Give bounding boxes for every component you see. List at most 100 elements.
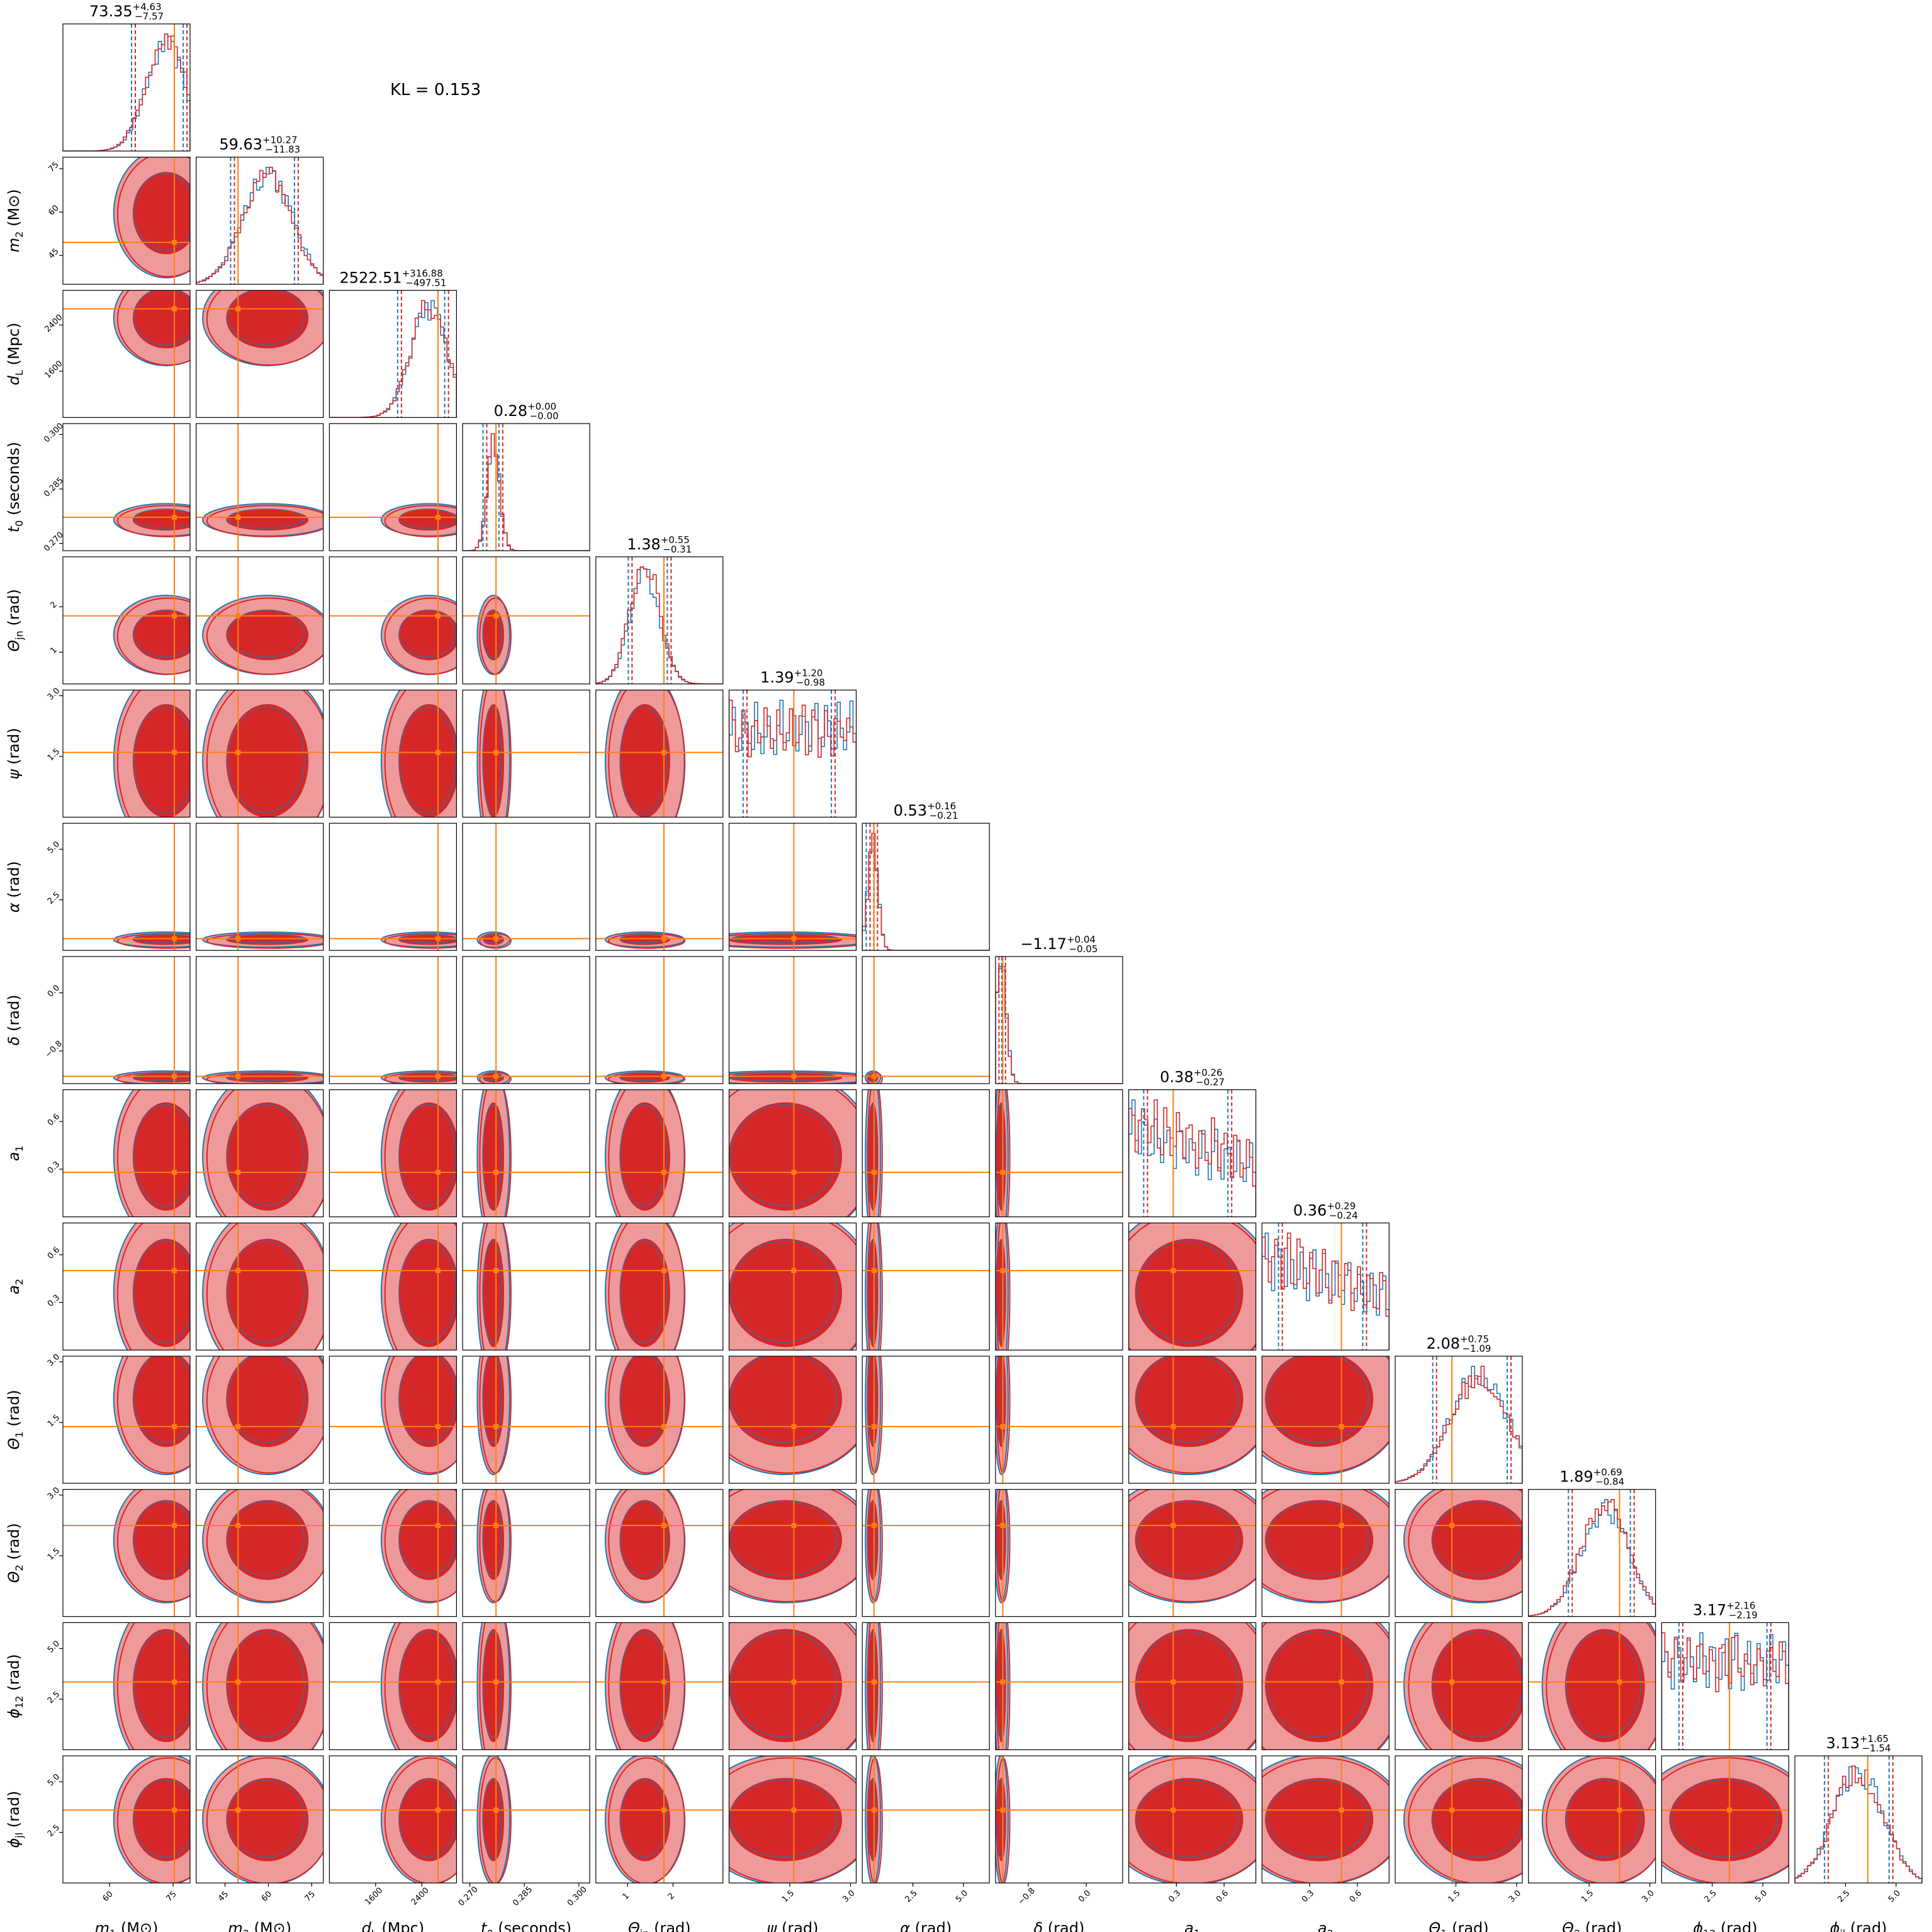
contour-outer-b: [479, 1757, 512, 1884]
contour-inner-a: [227, 1104, 305, 1206]
injection-marker: [1000, 1807, 1006, 1813]
panel-frame: [62, 289, 191, 418]
x-tick-label: 5.0: [1753, 1889, 1769, 1904]
injection-marker: [871, 1169, 877, 1175]
panel-frame: [1261, 1622, 1390, 1750]
contour-inner: [483, 1356, 505, 1447]
panel-frame: [462, 1755, 590, 1884]
contour-inner-a: [227, 1501, 305, 1576]
marginal-dL: 2522.51+316.88 −497.51: [329, 267, 458, 418]
injection-marker: [172, 306, 177, 312]
contour-inner-a: [482, 1779, 503, 1858]
histogram-b: [1528, 1499, 1656, 1617]
panel-frame: [595, 956, 724, 1084]
panel-phi_jl-vs-m1: 60 75 m1 (M⊙) 2.5 5.0 ϕjl (rad): [5, 1755, 191, 1932]
panel-frame: [329, 1356, 458, 1484]
contour-inner-a: [1671, 1779, 1778, 1858]
contour-inner-a: [1137, 1240, 1239, 1343]
panel-delta-vs-alpha: [862, 956, 990, 1084]
injection-marker: [235, 613, 241, 619]
injection-marker: [493, 750, 499, 755]
panel-frame: [1661, 1622, 1789, 1750]
panel-phi_jl-vs-a2: 0.3 0.6 a2: [1261, 1755, 1390, 1932]
contour-inner: [398, 1500, 457, 1580]
injection-marker: [1617, 1807, 1622, 1813]
panel-theta_jn-vs-t0: [462, 556, 590, 685]
panel-theta_jn-vs-dL: [329, 556, 458, 685]
injection-marker: [235, 1268, 241, 1274]
contour-outer-b: [206, 690, 323, 817]
marginal-psi: 1.39+1.20 −0.98: [728, 668, 857, 818]
contour-outer-b: [608, 1622, 686, 1750]
panel-a2-vs-a1: [1128, 1222, 1257, 1351]
panel-phi12-vs-alpha: [862, 1622, 990, 1750]
contour-outer-b: [384, 597, 457, 675]
contour-inner-a: [398, 1779, 457, 1858]
panel-t0-vs-m1: 0.270 0.285 0.300 t0 (seconds): [5, 421, 191, 554]
panel-a2-vs-psi: [728, 1222, 857, 1351]
contour-inner-a: [133, 1104, 190, 1206]
panel-phi12-vs-a1: [1128, 1622, 1257, 1750]
panel-delta-vs-theta_jn: [595, 956, 724, 1084]
panel-frame: [62, 1222, 191, 1351]
panel-m2-vs-m1: 45 60 75 m2 (M⊙): [5, 157, 191, 285]
marginal-title: 0.36+0.29 −0.24: [1293, 1200, 1358, 1221]
panel-frame: [62, 1089, 191, 1218]
contour-inner-a: [482, 1631, 503, 1738]
marginal-title: 3.13+1.65 −1.54: [1826, 1733, 1891, 1754]
panel-frame: [728, 1489, 857, 1617]
contour-inner-a: [867, 1779, 877, 1858]
x-axis-label: ϕjl (rad): [1830, 1919, 1887, 1932]
contour-inner-a: [1137, 1631, 1239, 1738]
panel-theta2-vs-m1: 1.5 3.0 Θ2 (rad): [5, 1486, 191, 1617]
y-axis-label: t0 (seconds): [5, 442, 25, 532]
panel-frame: [329, 1622, 458, 1750]
contour-inner-a: [398, 1501, 457, 1576]
contour-outer-b: [729, 1356, 856, 1474]
contour-outer-b: [1546, 1622, 1656, 1750]
injection-marker: [1000, 1268, 1006, 1274]
y-tick-label: 45: [47, 247, 60, 261]
contour-inner-a: [398, 1356, 457, 1443]
contour-inner: [483, 1238, 505, 1347]
contour-inner-a: [619, 1356, 668, 1443]
injection-marker: [172, 1424, 177, 1429]
injection-marker: [871, 1679, 877, 1685]
injection-marker: [172, 240, 177, 245]
panel-frame: [62, 157, 191, 285]
contour-inner-a: [133, 706, 190, 813]
contour-outer-b: [608, 1223, 686, 1351]
x-axis-label: t0 (seconds): [481, 1919, 571, 1932]
contour-inner: [729, 1238, 843, 1347]
y-axis-label: Θ2 (rad): [5, 1523, 25, 1583]
panel-frame: [196, 1089, 324, 1218]
contour-inner-a: [619, 706, 668, 813]
histogram-a: [1528, 1499, 1656, 1617]
x-axis-label: m1 (M⊙): [95, 1919, 159, 1932]
injection-marker: [435, 1807, 441, 1813]
injection-marker: [493, 613, 499, 619]
marginal-title: 2522.51+316.88 −497.51: [339, 267, 446, 288]
histogram-a: [196, 167, 323, 284]
y-tick-label: 2400: [43, 313, 65, 334]
panel-a1-vs-m2: [196, 1089, 324, 1218]
panel-delta-vs-t0: [462, 956, 590, 1084]
panel-frame: [196, 423, 324, 551]
contour-inner-a: [1137, 1356, 1239, 1443]
marginal-title: 73.35+4.63 −7.57: [89, 1, 164, 22]
contour-inner-a: [482, 1501, 503, 1576]
contour-inner: [132, 1356, 190, 1447]
injection-marker: [791, 1268, 797, 1274]
injection-marker: [235, 936, 241, 941]
injection-marker: [661, 1074, 667, 1079]
contour-inner-a: [1267, 1779, 1369, 1858]
panel-frame: [329, 956, 458, 1084]
contour-inner: [226, 290, 309, 349]
contour-inner: [226, 1356, 309, 1447]
injection-marker: [235, 1169, 241, 1175]
panel-psi-vs-m1: 1.5 3.0 ψ (rad): [5, 686, 191, 818]
panel-phi12-vs-theta_jn: [595, 1622, 724, 1750]
contour-outer-b: [479, 933, 512, 949]
contour-inner: [226, 704, 309, 817]
panel-frame: [862, 1356, 990, 1484]
